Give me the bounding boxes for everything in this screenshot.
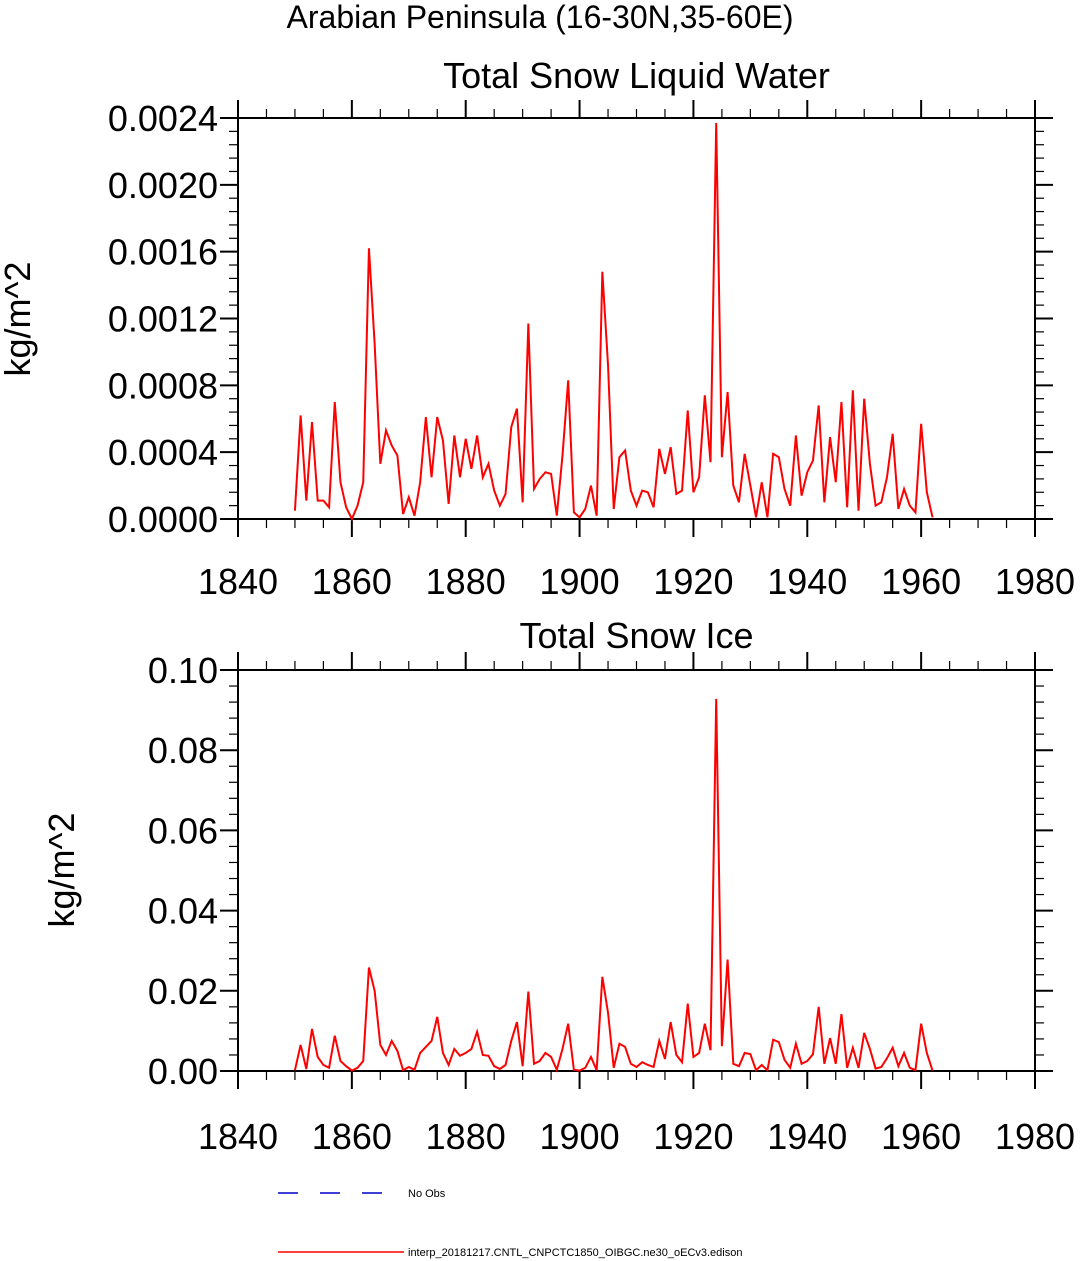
x-tick-label: 1960 [881, 561, 961, 602]
y-axis-label: kg/m^2 [41, 813, 82, 928]
x-tick-label: 1900 [540, 561, 620, 602]
y-tick-label: 0.08 [148, 730, 218, 771]
y-tick-label: 0.04 [148, 891, 218, 932]
x-tick-label: 1940 [767, 561, 847, 602]
y-tick-label: 0.10 [148, 650, 218, 691]
y-tick-label: 0.0012 [108, 299, 218, 340]
plot-frame [237, 669, 1036, 1072]
x-tick-label: 1980 [995, 1116, 1075, 1157]
x-tick-label: 1840 [198, 561, 278, 602]
legend: No Obs interp_20181217.CNTL_CNPCTC1850_O… [278, 1188, 742, 1259]
legend-label-model: interp_20181217.CNTL_CNPCTC1850_OIBGC.ne… [408, 1247, 742, 1259]
series-line [293, 698, 934, 1073]
x-tick-label: 1880 [426, 561, 506, 602]
y-tick-label: 0.02 [148, 971, 218, 1012]
y-tick-label: 0.06 [148, 810, 218, 851]
panel-title: Total Snow Liquid Water [443, 55, 830, 96]
x-tick-label: 1860 [312, 561, 392, 602]
x-tick-label: 1900 [540, 1116, 620, 1157]
y-tick-label: 0.00 [148, 1051, 218, 1092]
x-tick-label: 1920 [653, 1116, 733, 1157]
x-tick-label: 1860 [312, 1116, 392, 1157]
x-tick-label: 1840 [198, 1116, 278, 1157]
panel-title: Total Snow Ice [519, 615, 753, 656]
y-tick-label: 0.0024 [108, 98, 218, 139]
panel-snow-liquid-water: Total Snow Liquid Water kg/m^2 1840 1860 188… [0, 55, 1075, 602]
main-title: Arabian Peninsula (16-30N,35-60E) [287, 0, 794, 35]
x-tick-label: 1960 [881, 1116, 961, 1157]
y-tick-label: 0.0016 [108, 232, 218, 273]
y-tick-label: 0.0020 [108, 165, 218, 206]
x-tick-label: 1980 [995, 561, 1075, 602]
plot-frame [237, 117, 1036, 520]
series-line [293, 122, 934, 522]
x-tick-label: 1920 [653, 561, 733, 602]
panel-snow-ice: Total Snow Ice kg/m^2 1840 1860 1880 1900 1920… [41, 615, 1075, 1157]
x-tick-label: 1880 [426, 1116, 506, 1157]
y-tick-label: 0.0004 [108, 432, 218, 473]
y-tick-label: 0.0008 [108, 365, 218, 406]
y-tick-label: 0.0000 [108, 499, 218, 540]
legend-label-no-obs: No Obs [408, 1188, 446, 1200]
x-tick-label: 1940 [767, 1116, 847, 1157]
y-axis-label: kg/m^2 [0, 262, 38, 377]
